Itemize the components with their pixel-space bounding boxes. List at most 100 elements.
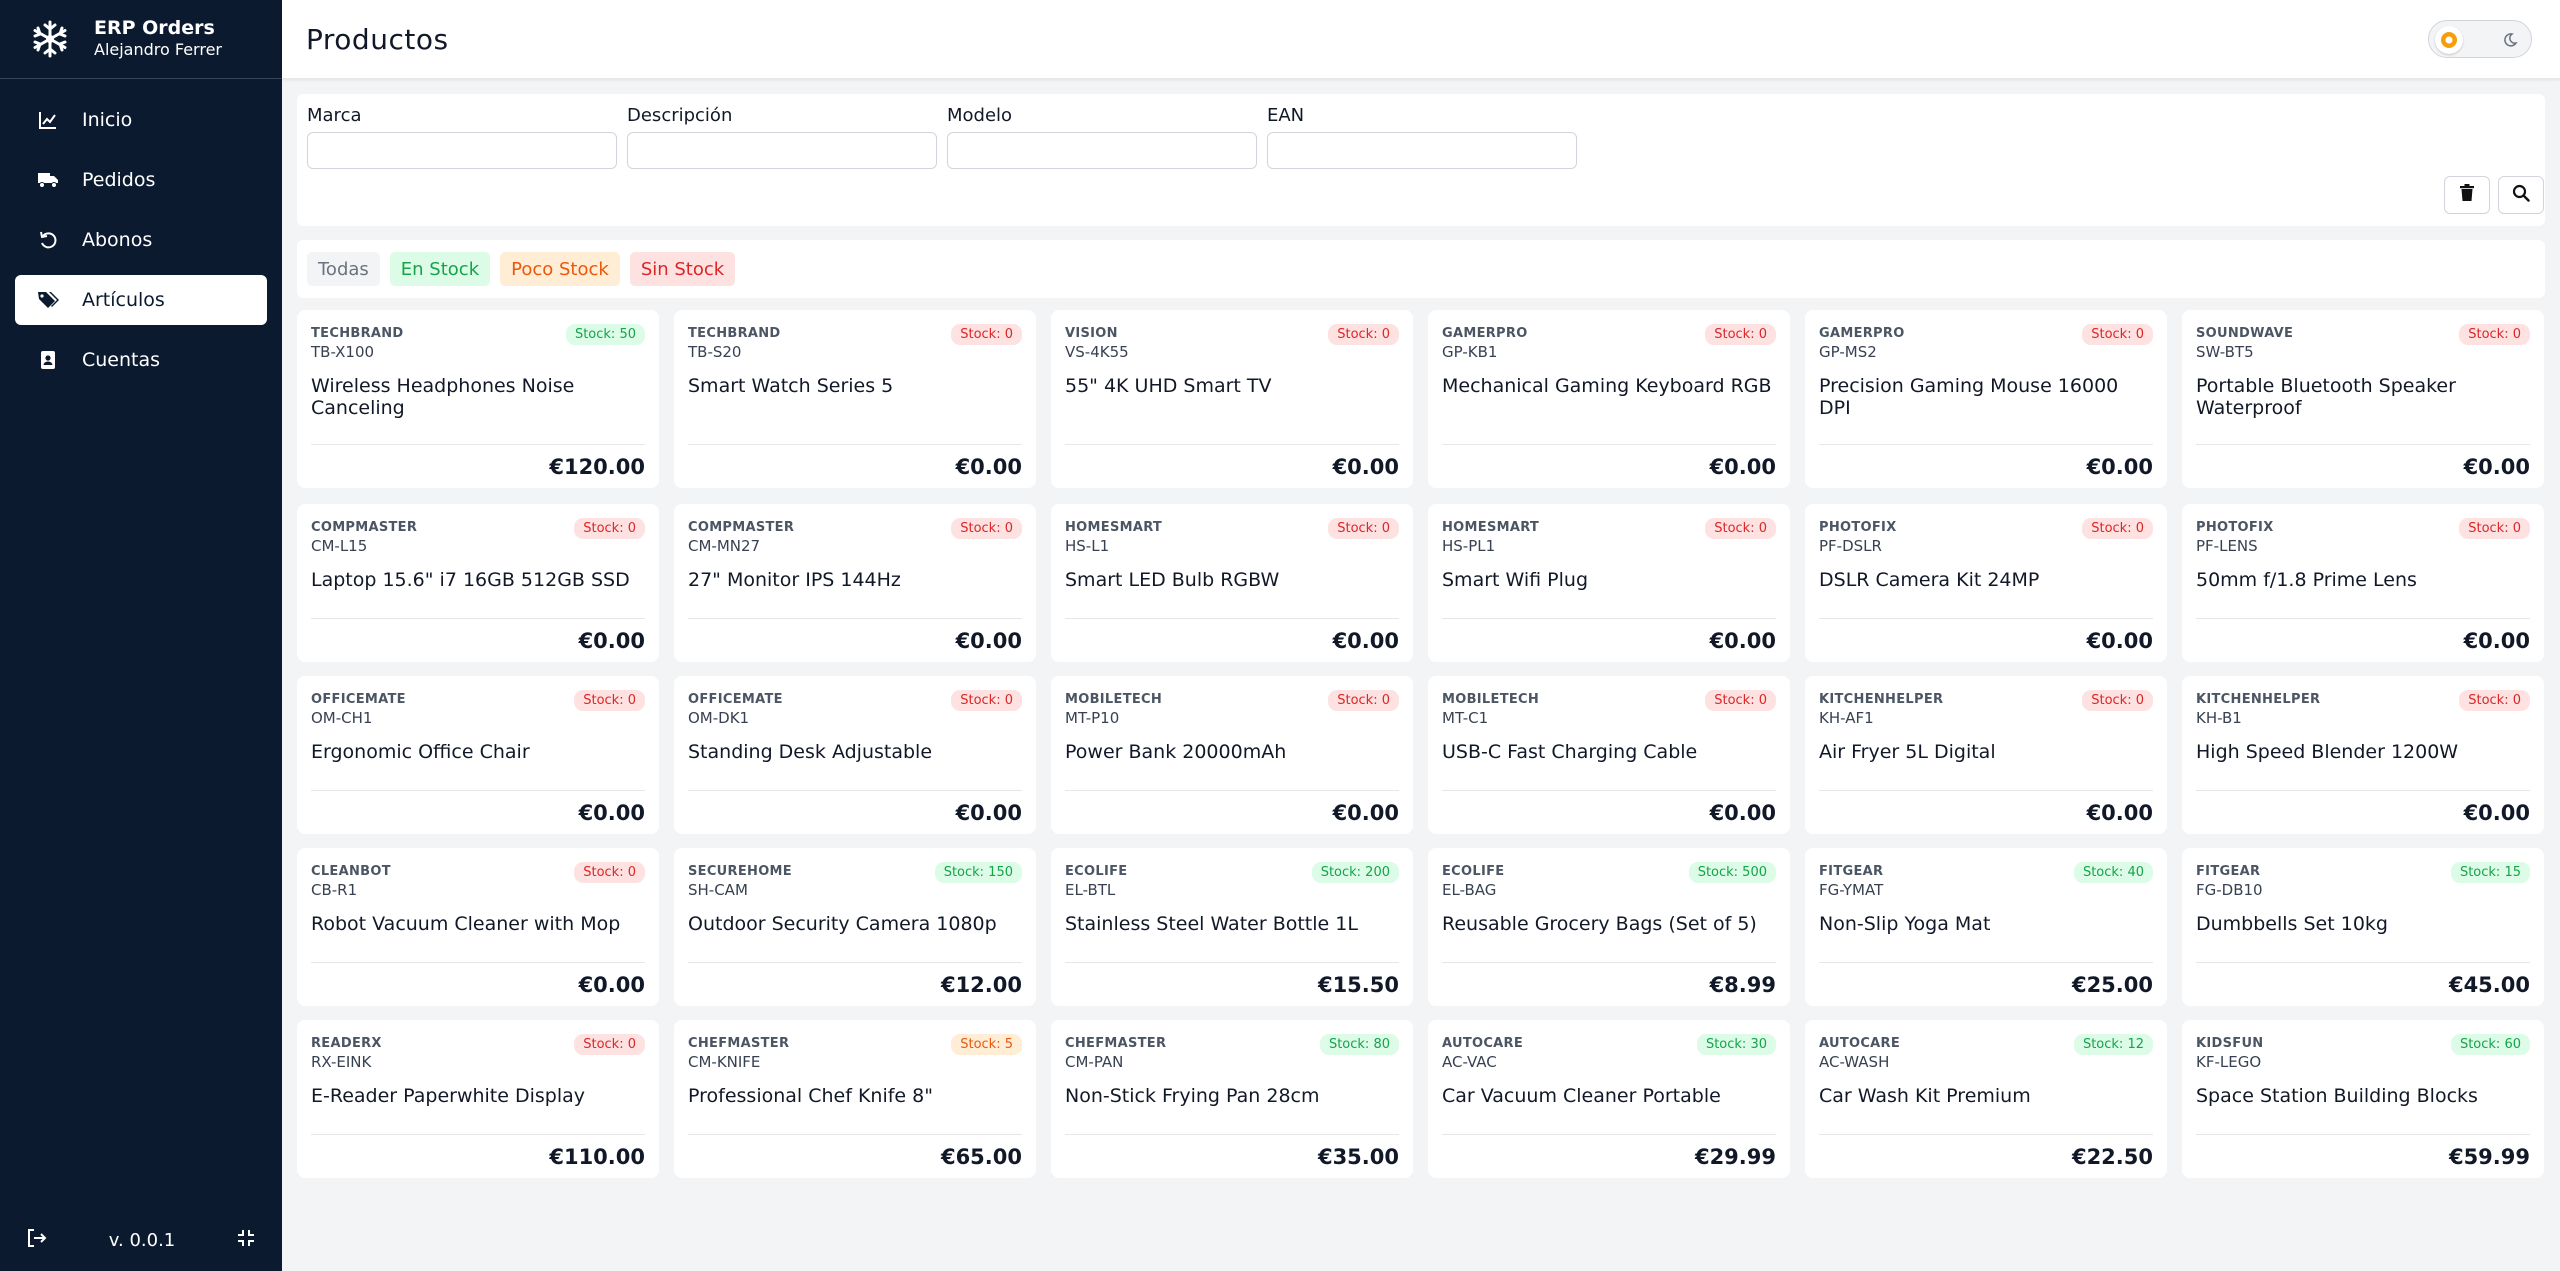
product-brand: HOMESMART (1442, 520, 1540, 535)
product-card[interactable]: OFFICEMATE OM-CH1 Stock: 0 Ergonomic Office… (297, 676, 659, 834)
product-card[interactable]: GAMERPRO GP-MS2 Stock: 0 Precision Gaming M… (1805, 310, 2167, 488)
stock-filter-chip[interactable]: En Stock (389, 252, 491, 286)
product-model: OM-DK1 (688, 709, 750, 727)
theme-toggle[interactable] (2428, 20, 2532, 58)
product-brand: FITGEAR (2196, 864, 2261, 879)
stock-filter-bar: Todas En Stock Poco Stock Sin Stock (297, 240, 2545, 298)
stock-badge: Stock: 150 (934, 862, 1022, 883)
product-price: €0.00 (955, 454, 1022, 479)
product-card[interactable]: AUTOCARE AC-VAC Stock: 30 Car Vacuum Cleane… (1428, 1020, 1790, 1178)
product-description: Outdoor Security Camera 1080p (688, 913, 997, 935)
stock-badge: Stock: 5 (951, 1034, 1022, 1055)
user-name: Alejandro Ferrer (94, 40, 222, 59)
product-price: €29.99 (1694, 1144, 1776, 1169)
product-card[interactable]: MOBILETECH MT-P10 Stock: 0 Power Bank 20000… (1051, 676, 1413, 834)
product-price: €45.00 (2448, 972, 2530, 997)
price-row: €12.00 (688, 962, 1022, 1006)
sidebar-item-cuentas[interactable]: Cuentas (15, 335, 267, 385)
product-card[interactable]: FITGEAR FG-DB10 Stock: 15 Dumbbells Set 10k… (2182, 848, 2544, 1006)
product-card[interactable]: PHOTOFIX PF-LENS Stock: 0 50mm f/1.8 Prime … (2182, 504, 2544, 662)
stock-badge: Stock: 0 (2082, 324, 2153, 345)
product-card[interactable]: HOMESMART HS-PL1 Stock: 0 Smart Wifi Plug €0… (1428, 504, 1790, 662)
product-model: MT-P10 (1065, 709, 1120, 727)
product-description: Smart Watch Series 5 (688, 375, 894, 397)
sidebar-item-articulos[interactable]: Artículos (15, 275, 267, 325)
ean-input[interactable] (1267, 132, 1577, 169)
price-row: €22.50 (1819, 1134, 2153, 1178)
stock-filter-chip[interactable]: Todas (307, 252, 380, 286)
descripcion-input[interactable] (627, 132, 937, 169)
product-card[interactable]: KITCHENHELPER KH-B1 Stock: 0 High Speed Ble… (2182, 676, 2544, 834)
product-card[interactable]: VISION VS-4K55 Stock: 0 55" 4K UHD Smart TV… (1051, 310, 1413, 488)
product-card[interactable]: COMPMASTER CM-L15 Stock: 0 Laptop 15.6" i7 … (297, 504, 659, 662)
price-row: €8.99 (1442, 962, 1776, 1006)
product-description: DSLR Camera Kit 24MP (1819, 569, 2040, 591)
product-price: €35.00 (1317, 1144, 1399, 1169)
product-card[interactable]: HOMESMART HS-L1 Stock: 0 Smart LED Bulb RGB… (1051, 504, 1413, 662)
sun-icon (2435, 26, 2463, 54)
product-brand: CHEFMASTER (688, 1036, 790, 1051)
price-row: €0.00 (311, 790, 645, 834)
product-brand: AUTOCARE (1819, 1036, 1901, 1051)
product-card[interactable]: TECHBRAND TB-S20 Stock: 0 Smart Watch Serie… (674, 310, 1036, 488)
main-content: Productos Marca Descripción Modelo EAN (282, 0, 2560, 1271)
sidebar-footer: v. 0.0.1 (0, 1209, 282, 1271)
product-card[interactable]: TECHBRAND TB-X100 Stock: 50 Wireless Headph… (297, 310, 659, 488)
stock-badge: Stock: 0 (574, 690, 645, 711)
product-price: €0.00 (2463, 628, 2530, 653)
product-card[interactable]: ECOLIFE EL-BTL Stock: 200 Stainless Steel W… (1051, 848, 1413, 1006)
price-row: €45.00 (2196, 962, 2530, 1006)
product-card[interactable]: AUTOCARE AC-WASH Stock: 12 Car Wash Kit Pre… (1805, 1020, 2167, 1178)
sidebar-item-pedidos[interactable]: Pedidos (15, 155, 267, 205)
stock-filter-chip[interactable]: Poco Stock (500, 252, 620, 286)
product-description: Portable Bluetooth Speaker Waterproof (2196, 375, 2456, 419)
product-card[interactable]: CHEFMASTER CM-KNIFE Stock: 5 Professional C… (674, 1020, 1036, 1178)
sidebar-item-abonos[interactable]: Abonos (15, 215, 267, 265)
logout-icon[interactable] (26, 1228, 48, 1252)
stock-badge: Stock: 0 (1328, 324, 1399, 345)
product-brand: CLEANBOT (311, 864, 391, 879)
stock-filter-chip[interactable]: Sin Stock (629, 252, 736, 286)
price-row: €25.00 (1819, 962, 2153, 1006)
price-row: €0.00 (688, 618, 1022, 662)
product-card[interactable]: SOUNDWAVE SW-BT5 Stock: 0 Portable Bluetoot… (2182, 310, 2544, 488)
product-model: HS-PL1 (1442, 537, 1496, 555)
price-row: €0.00 (1065, 444, 1399, 488)
marca-input[interactable] (307, 132, 617, 169)
product-price: €0.00 (1709, 628, 1776, 653)
product-description: Stainless Steel Water Bottle 1L (1065, 913, 1358, 935)
product-price: €0.00 (2086, 800, 2153, 825)
product-card[interactable]: CHEFMASTER CM-PAN Stock: 80 Non-Stick Fryin… (1051, 1020, 1413, 1178)
product-description: E-Reader Paperwhite Display (311, 1085, 586, 1107)
app-version: v. 0.0.1 (108, 1229, 176, 1251)
product-card[interactable]: KIDSFUN KF-LEGO Stock: 60 Space Station Bui… (2182, 1020, 2544, 1178)
product-card[interactable]: GAMERPRO GP-KB1 Stock: 0 Mechanical Gaming … (1428, 310, 1790, 488)
price-row: €0.00 (1819, 790, 2153, 834)
stock-badge: Stock: 0 (2459, 690, 2530, 711)
product-card[interactable]: FITGEAR FG-YMAT Stock: 40 Non-Slip Yoga Mat… (1805, 848, 2167, 1006)
product-card[interactable]: READERX RX-EINK Stock: 0 E-Reader Paperwhit… (297, 1020, 659, 1178)
modelo-input[interactable] (947, 132, 1257, 169)
product-brand: READERX (311, 1036, 382, 1051)
sidebar-item-inicio[interactable]: Inicio (15, 95, 267, 145)
product-price: €0.00 (955, 628, 1022, 653)
product-price: €0.00 (1332, 454, 1399, 479)
product-card[interactable]: PHOTOFIX PF-DSLR Stock: 0 DSLR Camera Kit 2… (1805, 504, 2167, 662)
clear-filters-button[interactable] (2444, 176, 2490, 214)
product-card[interactable]: SECUREHOME SH-CAM Stock: 150 Outdoor Securi… (674, 848, 1036, 1006)
product-card[interactable]: OFFICEMATE OM-DK1 Stock: 0 Standing Desk Ad… (674, 676, 1036, 834)
contact-book-icon (37, 349, 59, 371)
collapse-icon[interactable] (236, 1228, 256, 1252)
search-button[interactable] (2498, 176, 2544, 214)
product-card[interactable]: CLEANBOT CB-R1 Stock: 0 Robot Vacuum Cleane… (297, 848, 659, 1006)
product-model: CM-L15 (311, 537, 368, 555)
price-row: €0.00 (1065, 618, 1399, 662)
undo-icon (37, 229, 59, 251)
stock-badge: Stock: 0 (2082, 518, 2153, 539)
product-card[interactable]: ECOLIFE EL-BAG Stock: 500 Reusable Grocery … (1428, 848, 1790, 1006)
sidebar-nav: Inicio Pedidos Abonos Artículos Cuentas (0, 79, 282, 385)
product-description: Non-Stick Frying Pan 28cm (1065, 1085, 1320, 1107)
product-card[interactable]: COMPMASTER CM-MN27 Stock: 0 27" Monitor IPS… (674, 504, 1036, 662)
product-card[interactable]: KITCHENHELPER KH-AF1 Stock: 0 Air Fryer 5L … (1805, 676, 2167, 834)
product-card[interactable]: MOBILETECH MT-C1 Stock: 0 USB-C Fast Chargi… (1428, 676, 1790, 834)
